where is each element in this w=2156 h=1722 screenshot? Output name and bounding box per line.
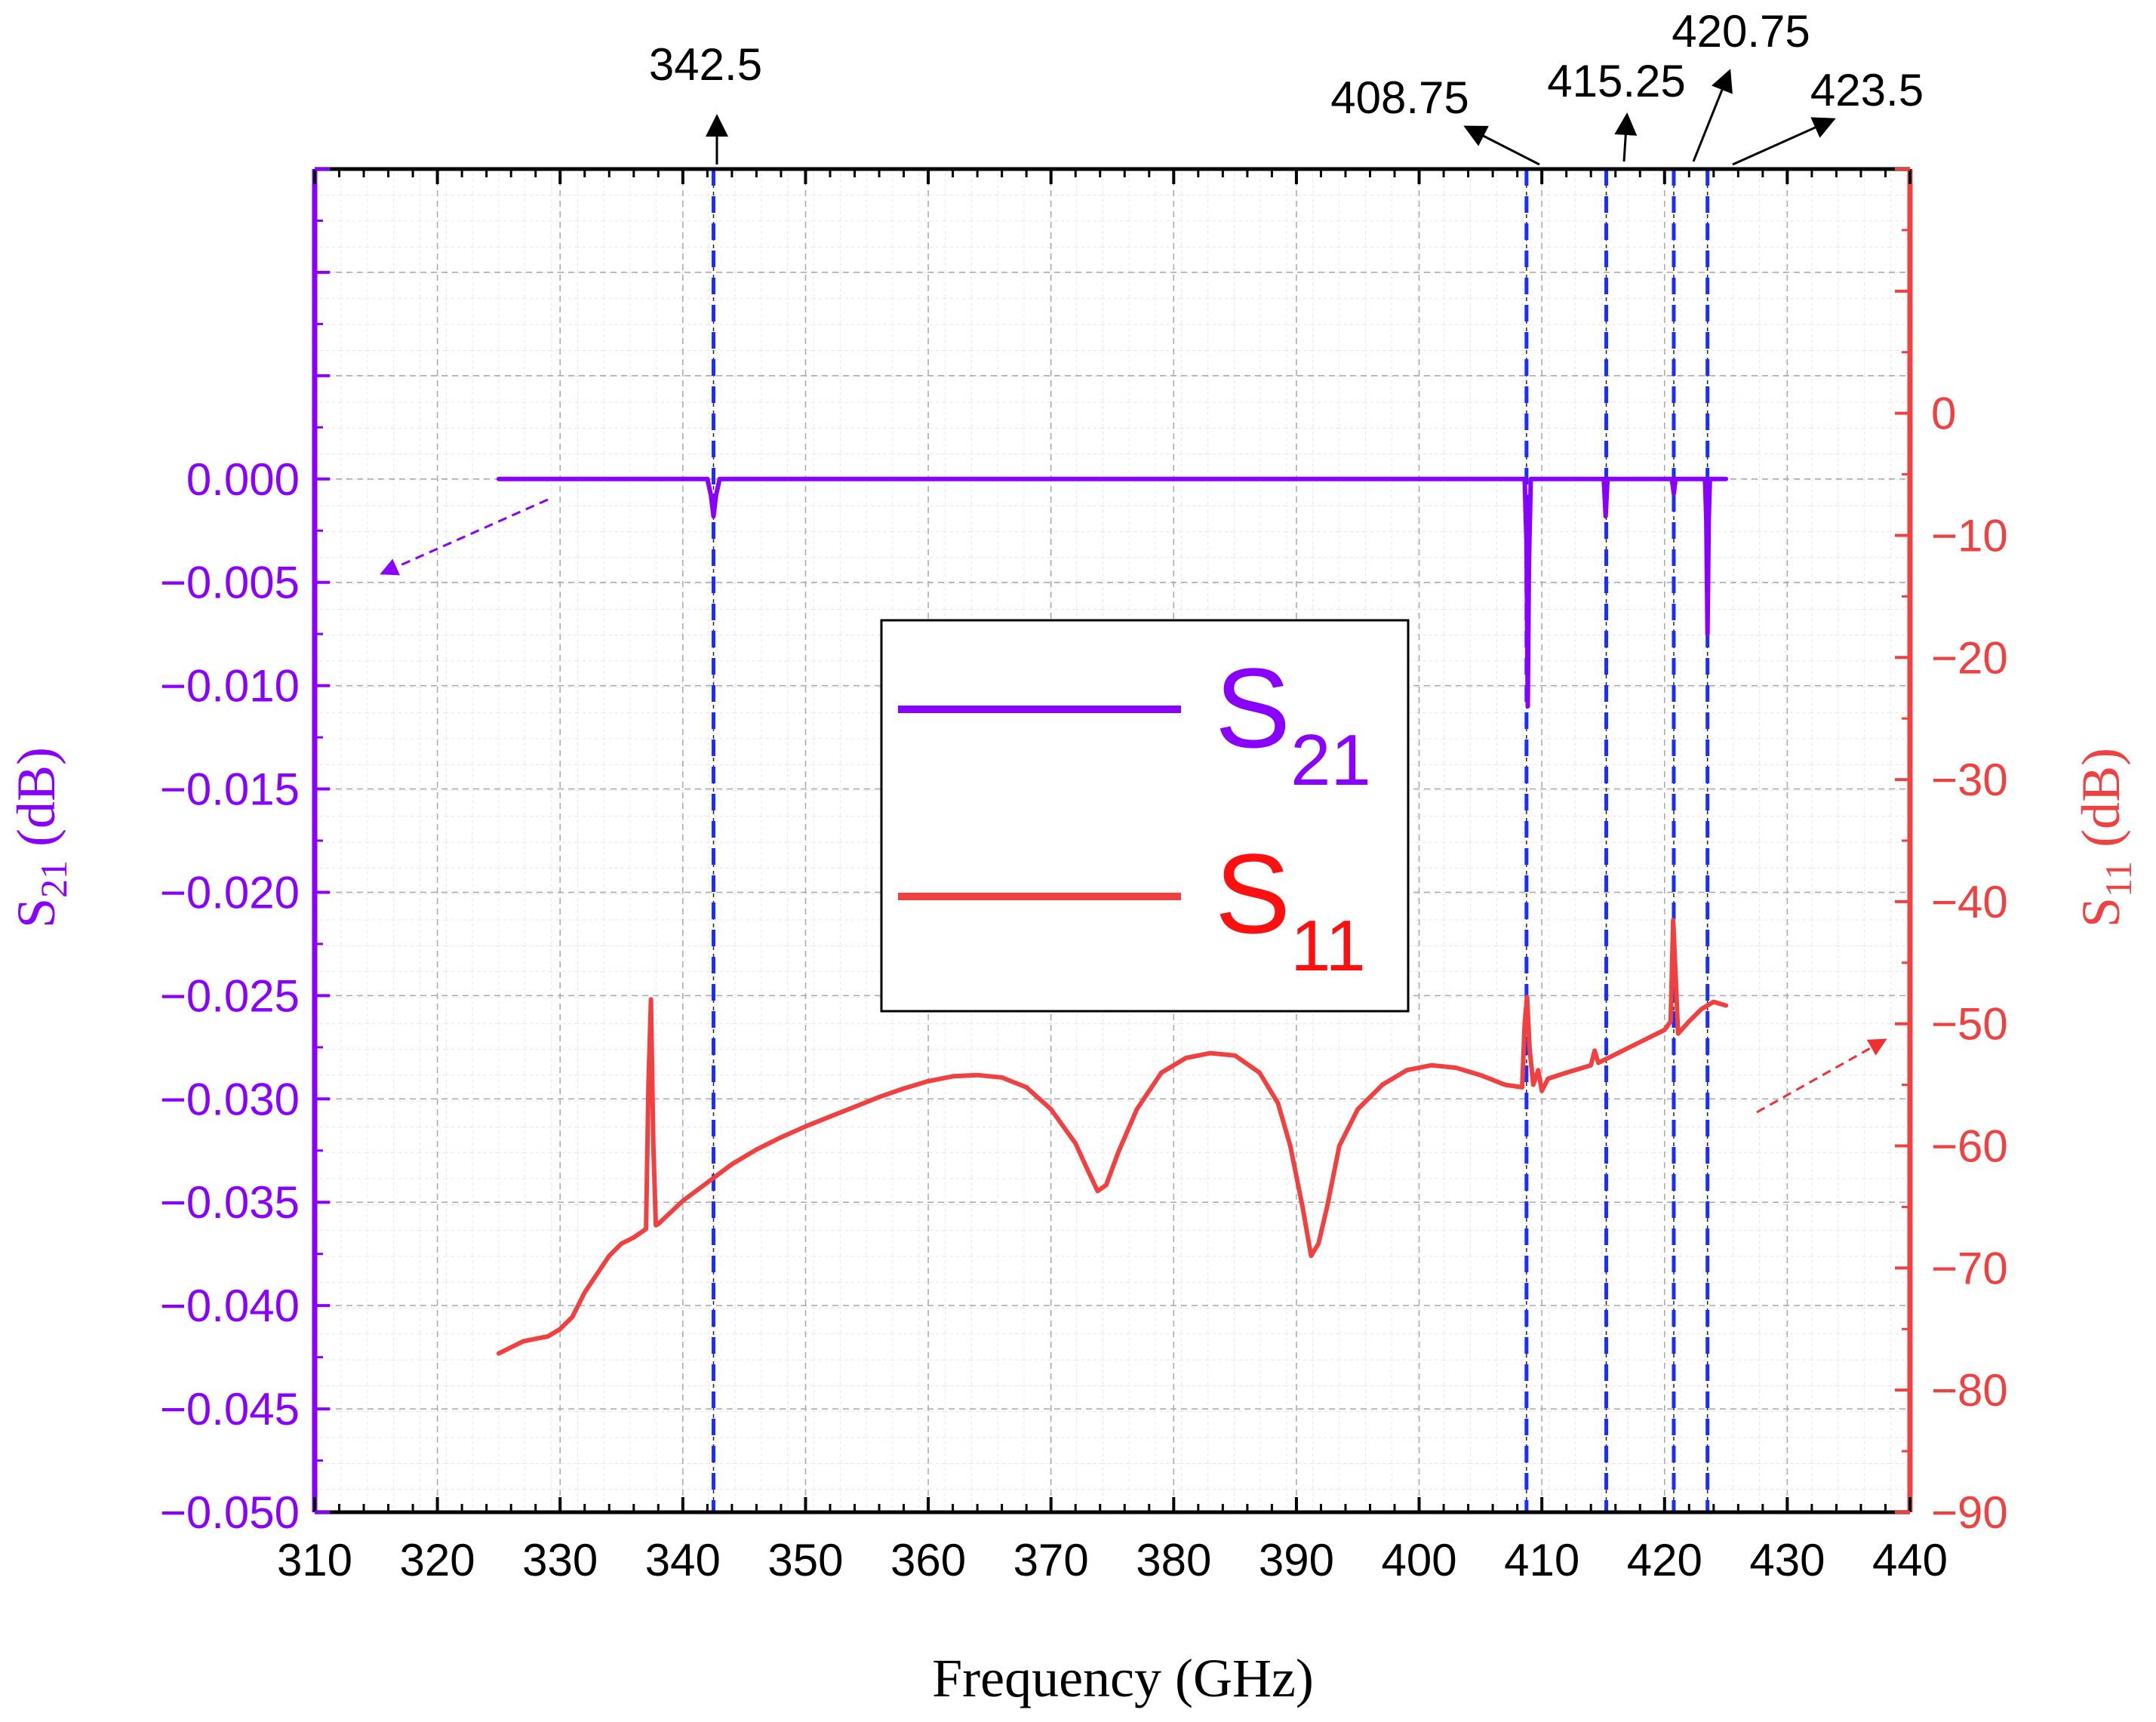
legend-label-s11: S11 bbox=[1215, 830, 1366, 986]
legend: S21 S11 bbox=[880, 619, 1410, 1013]
left-axis-title: S21 (dB) bbox=[6, 747, 75, 928]
left-tick-label: −0.035 bbox=[160, 1177, 300, 1228]
x-tick-label: 370 bbox=[1013, 1535, 1089, 1585]
x-tick-label: 440 bbox=[1872, 1535, 1948, 1585]
x-tick-label: 390 bbox=[1259, 1535, 1334, 1585]
right-tick-label: −90 bbox=[1931, 1487, 2008, 1538]
annotation-arrow-408-75 bbox=[1463, 125, 1540, 166]
x-tick-label: 400 bbox=[1381, 1535, 1456, 1585]
left-tick-label: −0.025 bbox=[160, 970, 300, 1021]
x-tick-label: 310 bbox=[277, 1535, 352, 1585]
x-tick-label: 420 bbox=[1627, 1535, 1702, 1585]
annotation-342-5: 342.5 bbox=[649, 39, 762, 90]
annotation-arrow-423-5 bbox=[1732, 117, 1836, 166]
annotation-415-25: 415.25 bbox=[1547, 56, 1686, 106]
left-tick-label: −0.015 bbox=[160, 764, 300, 815]
left-tick-label: −0.020 bbox=[160, 867, 300, 918]
annotation-408-75: 408.75 bbox=[1330, 72, 1469, 123]
left-tick-label: −0.030 bbox=[160, 1074, 300, 1124]
x-tick-label: 340 bbox=[645, 1535, 721, 1585]
marker-lines bbox=[712, 169, 1710, 1512]
right-tick-label: −50 bbox=[1931, 999, 2008, 1050]
series-line-s21 bbox=[496, 476, 1729, 709]
right-tick-label: −80 bbox=[1931, 1365, 2008, 1416]
x-tick-label: 350 bbox=[767, 1535, 843, 1585]
legend-box bbox=[880, 619, 1410, 1013]
top-axis-ticks bbox=[313, 169, 1911, 184]
left-tick-label: 0.000 bbox=[186, 454, 300, 505]
x-tick-label: 430 bbox=[1749, 1535, 1825, 1585]
series-layer bbox=[496, 476, 1729, 1356]
x-tick-label: 410 bbox=[1504, 1535, 1579, 1585]
left-tick-label: −0.050 bbox=[160, 1487, 300, 1538]
left-tick-label: −0.045 bbox=[160, 1384, 300, 1434]
left-tick-label: −0.005 bbox=[160, 558, 300, 608]
series-line-s11 bbox=[496, 918, 1729, 1356]
right-tick-label: −10 bbox=[1931, 510, 2008, 561]
left-axis-ticks: 0.000 −0.005 −0.010 −0.015 −0.020 −0.025 −0.03… bbox=[160, 168, 330, 1538]
left-tick-label: −0.040 bbox=[160, 1281, 300, 1331]
right-tick-label: −60 bbox=[1931, 1121, 2008, 1172]
x-axis-title: Frequency (GHz) bbox=[932, 1648, 1314, 1708]
annotation-420-75: 420.75 bbox=[1672, 6, 1810, 57]
left-tick-label: −0.010 bbox=[160, 661, 300, 712]
x-tick-label: 380 bbox=[1136, 1535, 1211, 1585]
x-tick-label: 360 bbox=[890, 1535, 966, 1585]
right-tick-label: −70 bbox=[1931, 1243, 2008, 1293]
x-tick-label: 320 bbox=[400, 1535, 475, 1585]
annotation-arrow-420-75 bbox=[1692, 69, 1733, 162]
right-tick-label: −40 bbox=[1931, 877, 2008, 927]
right-tick-label: −30 bbox=[1931, 755, 2008, 805]
s11-axis-arrow bbox=[1756, 1038, 1887, 1114]
right-axis-ticks: 0 −10 −20 −30 −40 −50 −60 −70 −80 −90 bbox=[1895, 168, 2008, 1538]
annotation-423-5: 423.5 bbox=[1810, 65, 1924, 115]
annotations: 342.5 408.75 415.25 420.75 423.5 bbox=[649, 6, 1924, 166]
x-axis-ticks: 310 320 330 340 350 360 370 380 390 400 410 420 430 4… bbox=[277, 1497, 1948, 1585]
annotation-arrow-415-25 bbox=[1614, 112, 1638, 162]
x-tick-label: 330 bbox=[522, 1535, 598, 1585]
right-tick-label: −20 bbox=[1931, 632, 2008, 683]
right-axis-title: S11 (dB) bbox=[2071, 748, 2139, 927]
right-tick-label: 0 bbox=[1931, 389, 1956, 439]
legend-label-s21: S21 bbox=[1215, 644, 1371, 801]
s21-axis-arrow bbox=[380, 498, 549, 576]
